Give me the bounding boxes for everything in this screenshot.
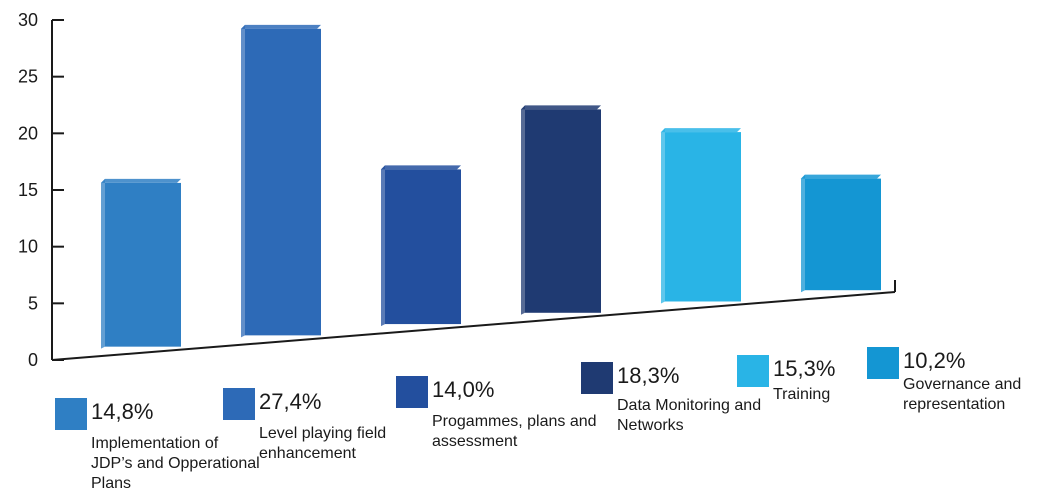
bar-front-5 — [805, 178, 881, 291]
bar-top-5 — [801, 174, 881, 179]
legend-swatch-1 — [223, 388, 255, 420]
bar-0 — [101, 178, 181, 349]
legend-label-1: Level playing field enhancement — [259, 425, 387, 462]
legend-label-5: Governance and representation — [903, 376, 1022, 413]
bar-front-4 — [665, 132, 741, 302]
legend-value-1: 27,4% — [259, 389, 322, 414]
bar-4 — [661, 128, 741, 304]
bar-top-4 — [661, 128, 741, 133]
y-tick-label-3: 15 — [18, 180, 38, 200]
legend-label-2: Progammes, plans and assessment — [432, 413, 597, 450]
bar-front-0 — [105, 182, 181, 347]
bar-front-3 — [525, 109, 601, 313]
bar-top-3 — [521, 105, 601, 110]
y-tick-label-1: 5 — [28, 293, 38, 313]
axes: 0 5 10 15 20 25 30 — [18, 10, 896, 370]
legend-swatch-4 — [737, 355, 769, 387]
x-axis-floor-line — [51, 291, 896, 361]
bar-1 — [241, 24, 321, 338]
y-tick-label-2: 10 — [18, 237, 38, 257]
bar-front-2 — [385, 169, 461, 325]
bar-side-3 — [521, 105, 525, 315]
bars — [101, 24, 881, 349]
bar-5 — [801, 174, 881, 293]
legend-value-0: 14,8% — [91, 399, 154, 424]
bar-side-0 — [101, 178, 105, 349]
legend-value-4: 15,3% — [773, 356, 836, 381]
y-tick-label-5: 25 — [18, 67, 38, 87]
bar-3 — [521, 105, 601, 315]
y-tick-label-6: 30 — [18, 10, 38, 30]
y-tick-label-4: 20 — [18, 123, 38, 143]
legend-value-5: 10,2% — [903, 348, 966, 373]
legend-swatch-3 — [581, 362, 613, 394]
bar-top-1 — [241, 24, 321, 29]
legend-value-2: 14,0% — [432, 377, 495, 402]
legend-swatch-0 — [55, 398, 87, 430]
legend-swatch-5 — [867, 347, 899, 379]
bar-side-1 — [241, 24, 245, 338]
legend-swatch-2 — [396, 376, 428, 408]
bar-side-4 — [661, 128, 665, 304]
legend-label-0: Implementation of JDP’s and Opperational… — [91, 435, 260, 492]
bar-side-2 — [381, 165, 385, 327]
bar-top-0 — [101, 178, 181, 183]
legend-label-3: Data Monitoring and Networks — [617, 397, 762, 434]
bar-top-2 — [381, 165, 461, 170]
bar-2 — [381, 165, 461, 327]
bar-front-1 — [245, 28, 321, 336]
legend-value-3: 18,3% — [617, 363, 680, 388]
y-tick-label-0: 0 — [28, 350, 38, 370]
legend-label-4: Training — [773, 386, 831, 403]
bar-side-5 — [801, 174, 805, 293]
